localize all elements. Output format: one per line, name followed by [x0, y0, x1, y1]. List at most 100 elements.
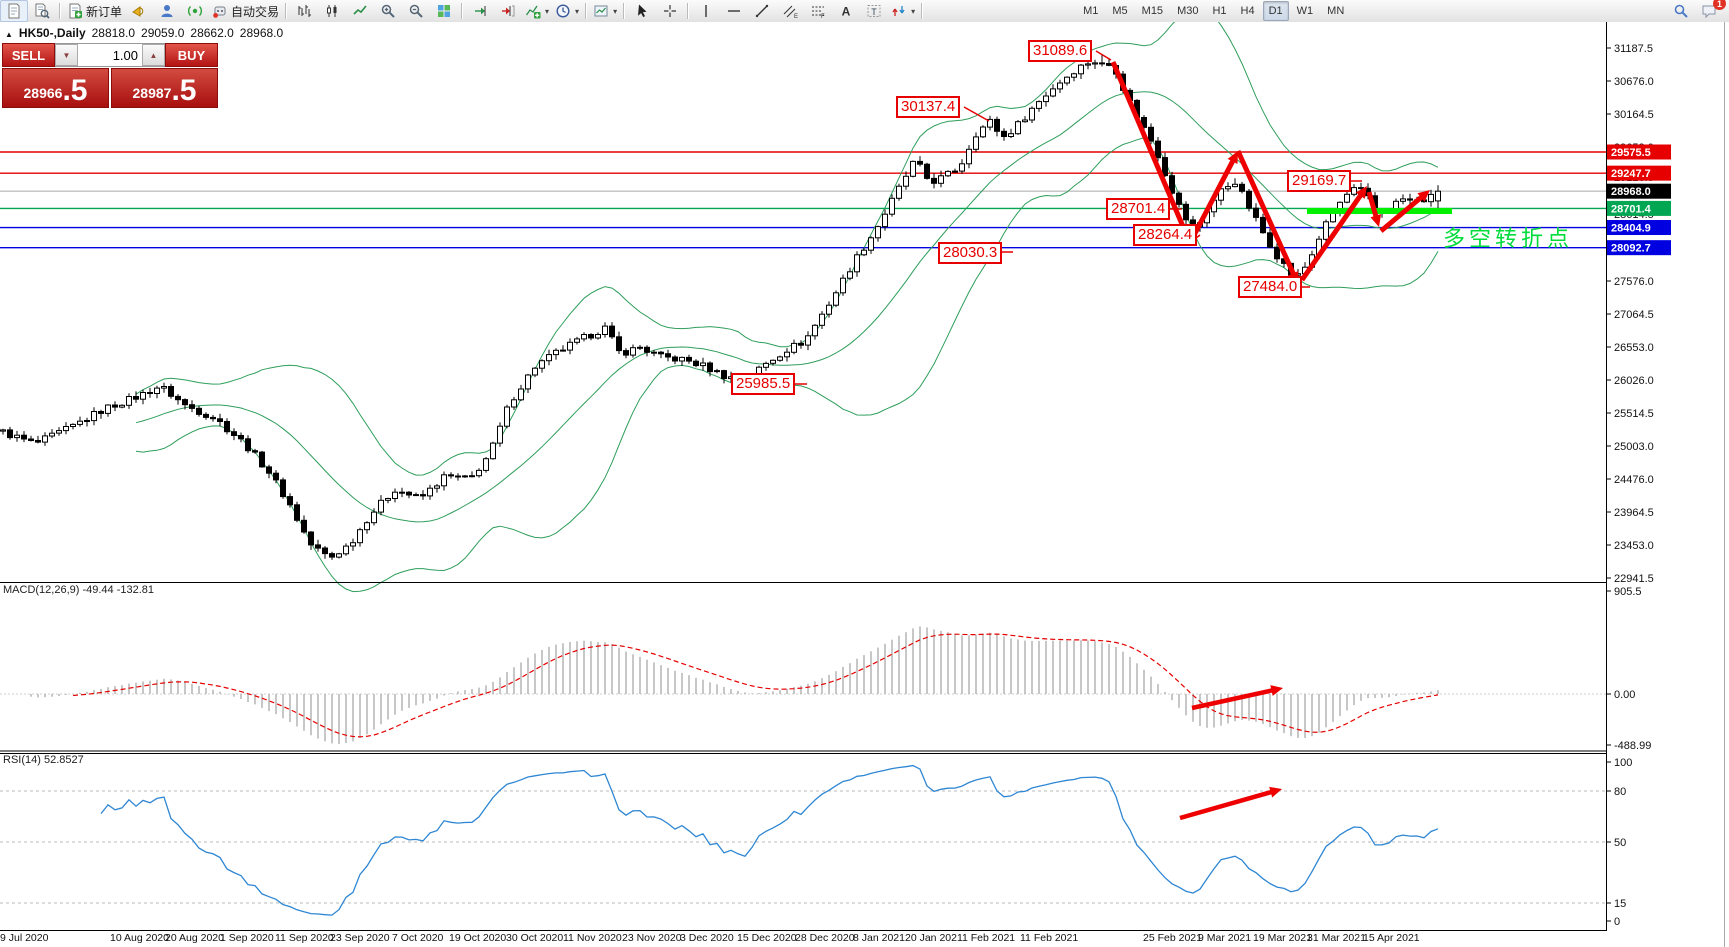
y-axis-tick: 22941.5 — [1614, 573, 1654, 585]
timeframe-M1-button[interactable]: M1 — [1083, 5, 1099, 17]
pane-borders — [0, 22, 1725, 947]
x-axis-date: 20 Aug 2020 — [165, 932, 224, 944]
trend-arrow-drawing[interactable] — [1110, 61, 1190, 237]
trend-arrow-drawing[interactable] — [1191, 687, 1276, 711]
tile-windows-button[interactable] — [430, 0, 458, 22]
template-icon — [593, 3, 609, 19]
templates-button[interactable]: ▾ — [590, 0, 620, 22]
trend-arrow-drawing[interactable] — [1299, 191, 1365, 282]
vertical-line-button[interactable] — [692, 0, 720, 22]
line-chart-button[interactable] — [346, 0, 374, 22]
chart-canvas[interactable]: 31187.530676.030164.529653.029126.028614… — [0, 22, 1729, 947]
sell-price[interactable]: 28966 .5 — [2, 68, 109, 108]
sell-price-main: 28966 — [23, 85, 63, 101]
buy-button[interactable]: BUY — [165, 43, 218, 67]
bar-chart-icon — [296, 3, 312, 19]
trendline-icon — [754, 3, 770, 19]
x-axis-date: 31 Mar 2021 — [1307, 932, 1366, 944]
fibonacci-button[interactable] — [804, 0, 832, 22]
x-axis-date: 8 Jan 2021 — [853, 932, 905, 944]
bar-chart-button[interactable] — [290, 0, 318, 22]
chart-shift-button[interactable] — [494, 0, 522, 22]
x-axis-date: 23 Sep 2020 — [330, 932, 390, 944]
macd-pane — [0, 626, 1606, 744]
buy-price[interactable]: 28987 .5 — [111, 68, 218, 108]
timeframe-toolbar: M1 M5 M15 M30 H1 H4 D1 W1 MN — [1076, 1, 1351, 21]
x-axis-date: 9 Jul 2020 — [0, 932, 49, 944]
timeframe-W1-button[interactable]: W1 — [1296, 5, 1314, 17]
robot-icon — [212, 3, 228, 19]
trend-arrow-drawing[interactable] — [1179, 789, 1275, 821]
signals-button[interactable] — [181, 0, 209, 22]
toolbar-separator — [623, 3, 626, 19]
trend-arrow-drawing[interactable] — [1187, 156, 1237, 245]
volume-decrease-button[interactable]: ▼ — [55, 44, 78, 66]
notification-badge: 1 — [1713, 0, 1726, 10]
arrowhead — [1269, 786, 1282, 798]
search-button[interactable] — [1667, 0, 1695, 22]
trend-arrow-drawing[interactable] — [1379, 193, 1426, 233]
text-button[interactable] — [832, 0, 860, 22]
tile-windows-icon — [436, 3, 452, 19]
history-center-button[interactable] — [125, 0, 153, 22]
periods-button[interactable]: ▾ — [552, 0, 582, 22]
trend-arrow-drawing[interactable] — [1235, 149, 1297, 278]
macd-axis-tick: -488.99 — [1614, 740, 1651, 752]
indicators-button[interactable]: ▾ — [522, 0, 552, 22]
arrowhead — [1227, 151, 1238, 164]
horizontal-line-button[interactable] — [720, 0, 748, 22]
zoom-out-button[interactable] — [402, 0, 430, 22]
volume-input[interactable] — [78, 44, 142, 66]
new-order-icon — [67, 3, 83, 19]
timeframe-M15-button[interactable]: M15 — [1141, 5, 1164, 17]
toolbar-separator — [585, 3, 588, 19]
tick-chart-icon — [34, 3, 50, 19]
new-order-button[interactable]: 新订单 — [64, 0, 125, 22]
cursor-button[interactable] — [628, 0, 656, 22]
y-axis-tick: 25514.5 — [1614, 408, 1654, 420]
notifications-button[interactable]: 1 — [1695, 0, 1726, 22]
profile-button[interactable] — [153, 0, 181, 22]
timeframe-M5-button[interactable]: M5 — [1112, 5, 1128, 17]
price-tag: 29247.7 — [1611, 168, 1651, 180]
x-axis-date: 1 Sep 2020 — [220, 932, 274, 944]
x-axis-date: 9 Mar 2021 — [1198, 932, 1251, 944]
price-tag: 28092.7 — [1611, 243, 1651, 255]
candlestick-chart-button[interactable] — [318, 0, 346, 22]
tick-chart-button[interactable] — [28, 0, 56, 22]
x-axis-date: 1 Feb 2021 — [962, 932, 1015, 944]
trend-arrow-drawing[interactable] — [1366, 191, 1380, 220]
timeframe-H1-button[interactable]: H1 — [1212, 5, 1227, 17]
arrowhead — [1370, 214, 1382, 227]
candles — [0, 54, 1441, 560]
x-axis-date: 11 Nov 2020 — [563, 932, 622, 944]
y-axis-tick: 25003.0 — [1614, 441, 1654, 453]
timeframe-D1-button[interactable]: D1 — [1262, 1, 1289, 21]
new-chart-icon — [6, 3, 22, 19]
text-label-button[interactable] — [860, 0, 888, 22]
auto-scroll-button[interactable] — [466, 0, 494, 22]
channel-button[interactable] — [776, 0, 804, 22]
signal-icon — [187, 3, 203, 19]
zoom-in-button[interactable] — [374, 0, 402, 22]
auto-trading-button[interactable]: 自动交易 — [209, 0, 282, 22]
rsi-axis-tick: 80 — [1614, 786, 1626, 798]
y-axis-tick: 26553.0 — [1614, 342, 1654, 354]
crosshair-button[interactable] — [656, 0, 684, 22]
vertical-line-icon — [698, 3, 714, 19]
timeframe-H4-button[interactable]: H4 — [1240, 5, 1255, 17]
text-label-icon — [866, 3, 882, 19]
timeframe-MN-button[interactable]: MN — [1327, 5, 1345, 17]
chevron-down-icon: ▾ — [613, 6, 618, 16]
timeframe-M30-button[interactable]: M30 — [1177, 5, 1199, 17]
line-chart-icon — [352, 3, 368, 19]
x-axis-date: 19 Oct 2020 — [449, 932, 506, 944]
new-chart-button[interactable] — [0, 0, 28, 22]
sell-button[interactable]: SELL — [2, 43, 55, 67]
volume-increase-button[interactable]: ▲ — [142, 44, 165, 66]
arrows-button[interactable]: ▾ — [888, 0, 918, 22]
chart-shift-icon — [500, 3, 516, 19]
buy-price-fraction: .5 — [171, 74, 197, 107]
trendline-button[interactable] — [748, 0, 776, 22]
y-axis-tick: 24476.0 — [1614, 474, 1654, 486]
